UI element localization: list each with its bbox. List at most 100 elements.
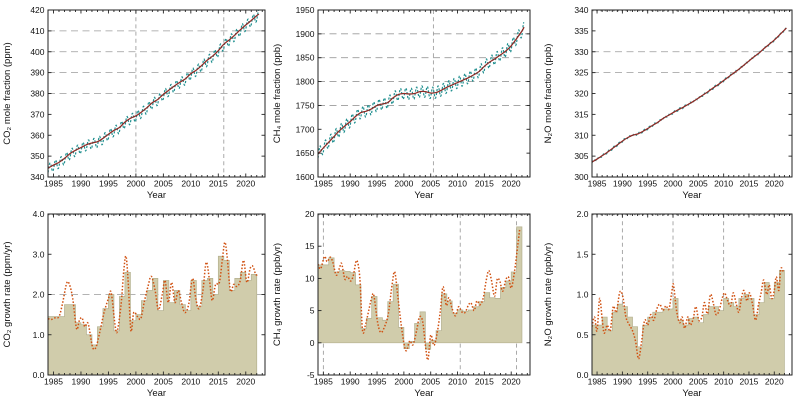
gridlines (592, 10, 792, 74)
plot-area (318, 22, 525, 159)
y-tick-label: 340 (574, 5, 588, 15)
x-tick-label: 2010 (714, 179, 733, 189)
trend-line (48, 13, 260, 169)
monthly-mean-line (592, 26, 787, 163)
y-tick-label: -5 (307, 370, 315, 380)
x-tick-label: 2000 (126, 179, 145, 189)
axis-labels: 1985 1990 1995 2000 2005 2010 2015 2020 0.0 0.5 1.… (577, 209, 784, 387)
n2o-growth-rate-chart: 1985 1990 1995 2000 2005 2010 2015 2020 0.0 0.5 1.… (543, 209, 793, 399)
monthly-mean-line (318, 22, 525, 159)
x-axis-title: Year (682, 388, 701, 399)
y-tick-label: 315 (574, 109, 588, 119)
x-tick-label: 1990 (72, 377, 91, 387)
x-tick-label: 1985 (44, 179, 63, 189)
y-tick-label: 1950 (296, 5, 315, 15)
x-tick-label: 2000 (126, 377, 145, 387)
y-tick-label: 320 (574, 89, 588, 99)
x-tick-label: 2015 (475, 179, 494, 189)
y-tick-label: 410 (30, 26, 44, 36)
y-tick-label: 0 (310, 338, 315, 348)
x-tick-label: 2005 (421, 179, 440, 189)
gridlines (318, 10, 530, 177)
x-tick-label: 2005 (421, 377, 440, 387)
x-tick-label: 1985 (314, 179, 333, 189)
x-tick-label: 1985 (588, 377, 607, 387)
y-axis-title: N₂O mole fraction (ppb) (543, 44, 554, 144)
y-tick-label: 1.5 (577, 249, 589, 259)
y-tick-label: 360 (30, 130, 44, 140)
plot-area (318, 226, 523, 361)
x-tick-label: 2010 (448, 179, 467, 189)
x-tick-label: 1995 (99, 179, 118, 189)
x-tick-label: 2020 (502, 377, 521, 387)
gridlines (592, 214, 792, 375)
co2-growth-rate-chart: 1985 1990 1995 2000 2005 2010 2015 2020 0.0 1.0 2.… (2, 209, 266, 399)
x-tick-label: 2015 (475, 377, 494, 387)
axis-frame (317, 213, 531, 376)
n2o-mole-fraction-chart: 1985 1990 1995 2000 2005 2010 2015 2020 300 305 31… (543, 5, 793, 201)
x-tick-label: 2015 (740, 377, 759, 387)
y-tick-label: 1900 (296, 29, 315, 39)
plot-area (592, 26, 787, 163)
monthly-growth-line (318, 228, 521, 361)
x-tick-label: 2020 (236, 377, 255, 387)
y-axis-title: CO₂ mole fraction (ppm) (2, 42, 13, 144)
y-tick-label: 20 (305, 209, 315, 219)
x-axis-title: Year (147, 388, 166, 399)
y-tick-label: 1.0 (577, 290, 589, 300)
y-tick-label: 2.0 (577, 209, 589, 219)
x-tick-label: 1995 (638, 179, 657, 189)
y-tick-label: 400 (30, 47, 44, 57)
x-axis-title: Year (147, 190, 166, 201)
y-tick-label: 1850 (296, 53, 315, 63)
annual-mean-area (318, 226, 523, 350)
y-axis-title: N₂O growth rate (ppb/yr) (543, 243, 554, 346)
x-tick-label: 2020 (765, 179, 784, 189)
y-tick-label: 1800 (296, 77, 315, 87)
trend-line (592, 27, 787, 163)
axis-ticks (47, 213, 265, 376)
plot-area (48, 241, 259, 375)
x-tick-label: 2005 (689, 377, 708, 387)
x-tick-label: 1985 (588, 179, 607, 189)
axis-ticks (47, 9, 265, 178)
axis-ticks (317, 213, 530, 376)
ch4-mole-fraction-chart: 1985 1990 1995 2000 2005 2010 2015 2020 1600 1650… (272, 5, 531, 201)
y-tick-label: 305 (574, 151, 588, 161)
y-axis-title: CO₂ growth rate (ppm/yr) (2, 241, 13, 347)
plot-area (48, 10, 260, 173)
x-tick-label: 2020 (236, 179, 255, 189)
ch4-growth-rate-chart: 1985 1990 1995 2000 2005 2010 2015 2020 -5 0 5 10 15… (272, 209, 531, 399)
y-tick-label: 15 (305, 241, 315, 251)
y-tick-label: 5 (310, 306, 315, 316)
trend-line (318, 26, 525, 155)
axis-ticks (591, 213, 792, 376)
x-tick-label: 1995 (368, 179, 387, 189)
y-tick-label: 325 (574, 68, 588, 78)
x-tick-label: 2010 (181, 377, 200, 387)
x-tick-label: 2000 (664, 179, 683, 189)
y-tick-label: 330 (574, 47, 588, 57)
y-tick-label: 10 (305, 273, 315, 283)
x-tick-label: 2000 (664, 377, 683, 387)
x-tick-label: 2005 (154, 377, 173, 387)
x-tick-label: 1995 (638, 377, 657, 387)
x-tick-label: 1990 (341, 179, 360, 189)
axis-labels: 1985 1990 1995 2000 2005 2010 2015 2020 1600 1650… (296, 5, 521, 189)
axis-labels: 1985 1990 1995 2000 2005 2010 2015 2020 -5 0 5 10 15… (305, 209, 521, 387)
x-tick-label: 1985 (44, 377, 63, 387)
axis-labels: 1985 1990 1995 2000 2005 2010 2015 2020 340 350 36… (30, 5, 255, 189)
y-axis-title: CH₄ mole fraction (ppb) (272, 44, 283, 143)
y-tick-label: 3.0 (33, 249, 45, 259)
y-tick-label: 0.0 (33, 370, 45, 380)
x-tick-label: 2015 (740, 179, 759, 189)
axis-ticks (591, 9, 792, 178)
y-tick-label: 350 (30, 151, 44, 161)
x-tick-label: 2010 (448, 377, 467, 387)
axis-frame (591, 9, 793, 178)
y-tick-label: 340 (30, 172, 44, 182)
y-tick-label: 4.0 (33, 209, 45, 219)
gridlines (48, 10, 265, 177)
axis-frame (317, 9, 531, 178)
